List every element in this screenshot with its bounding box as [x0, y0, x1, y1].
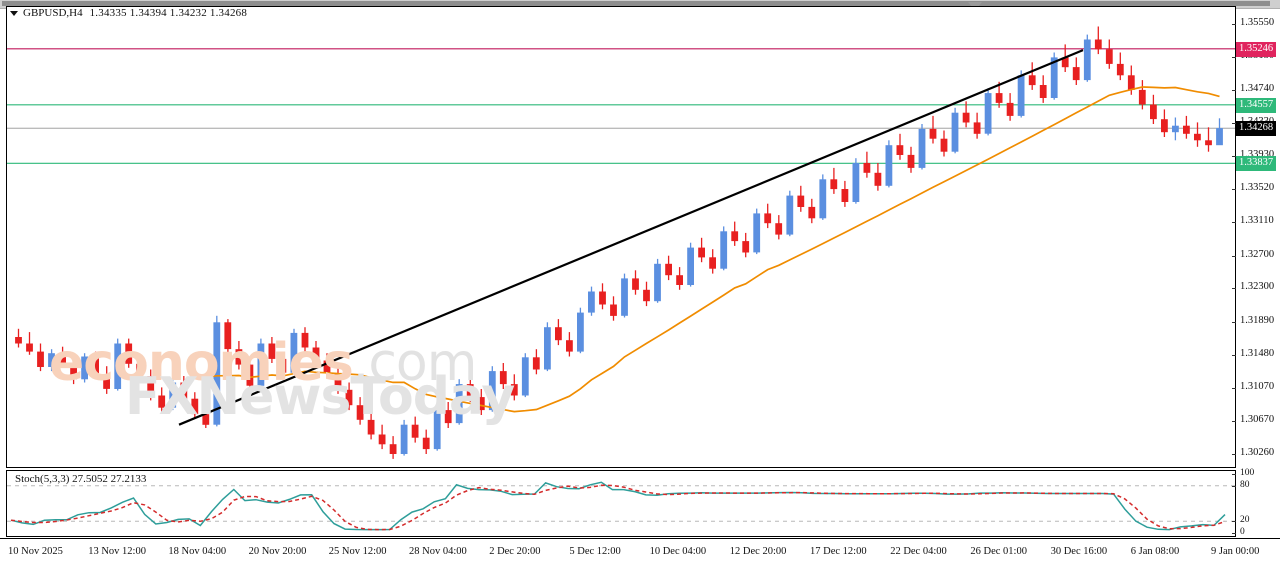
stochastic-axis-label: 0	[1240, 527, 1245, 537]
price-badge-green[interactable]: 1.34557	[1236, 97, 1277, 113]
price-axis-tick	[1232, 255, 1236, 257]
price-axis-tick	[1232, 89, 1236, 91]
time-axis-label: 10 Nov 2025	[8, 546, 63, 557]
time-axis-label: 26 Dec 01:00	[970, 546, 1027, 557]
stochastic-plot-area	[7, 471, 1235, 536]
price-axis-label: 1.30260	[1240, 446, 1275, 458]
stochastic-axis-tick	[1232, 485, 1236, 487]
time-axis-label: 13 Nov 12:00	[88, 546, 146, 557]
time-axis-label: 2 Dec 20:00	[489, 546, 541, 557]
symbol-quote-line: GBPUSD,H4 1.34335 1.34394 1.34232 1.34268	[10, 7, 247, 19]
price-badge-red[interactable]: 1.35246	[1236, 41, 1277, 57]
time-axis-label: 22 Dec 04:00	[890, 546, 947, 557]
caret-down-icon[interactable]	[10, 10, 18, 16]
price-axis-label: 1.34740	[1240, 82, 1275, 94]
price-badge-black[interactable]: 1.34268	[1236, 121, 1277, 137]
time-axis-label: 25 Nov 12:00	[328, 546, 387, 557]
ohlc-values: 1.34335 1.34394 1.34232 1.34268	[89, 7, 248, 19]
stochastic-label: Stoch(5,3,3) 27.5052 27.2133	[13, 473, 149, 485]
time-axis-label: 12 Dec 20:00	[729, 546, 787, 557]
price-axis-tick	[1232, 222, 1236, 224]
price-axis-label: 1.33520	[1240, 182, 1275, 194]
stochastic-svg	[7, 481, 1235, 531]
time-axis-label: 18 Nov 04:00	[168, 546, 227, 557]
price-axis-label: 1.31890	[1240, 314, 1275, 326]
time-axis-label: 10 Dec 04:00	[649, 546, 707, 557]
stochastic-axis-tick	[1232, 521, 1236, 523]
stochastic-axis[interactable]: 100 80 20 0	[1232, 468, 1280, 537]
price-axis-tick	[1232, 354, 1236, 356]
price-axis-label: 1.31070	[1240, 381, 1275, 393]
price-candlestick-svg	[7, 26, 1235, 459]
time-axis-label: 30 Dec 16:00	[1050, 546, 1108, 557]
price-axis-label: 1.32300	[1240, 281, 1275, 293]
price-axis-tick	[1232, 189, 1236, 191]
price-axis-label: 1.33110	[1240, 215, 1274, 227]
symbol-label: GBPUSD,H4	[23, 7, 83, 19]
stochastic-axis-label: 80	[1240, 479, 1250, 490]
price-badge-green[interactable]: 1.33837	[1236, 156, 1277, 172]
price-axis-tick	[1232, 420, 1236, 422]
price-axis-label: 1.30670	[1240, 413, 1275, 425]
stochastic-axis-tick	[1232, 533, 1236, 534]
price-axis-tick	[1232, 288, 1236, 290]
price-chart-pane[interactable]: economies.com FXNewsToday	[6, 6, 1236, 468]
price-axis-tick	[1232, 123, 1236, 125]
time-axis-label: 9 Jan 00:00	[1211, 546, 1260, 557]
stochastic-axis-label: 100	[1240, 468, 1255, 478]
stochastic-axis-tick	[1232, 474, 1236, 475]
time-axis-label: 5 Dec 12:00	[569, 546, 621, 557]
time-axis-label: 20 Nov 20:00	[248, 546, 307, 557]
stochastic-pane[interactable]: Stoch(5,3,3) 27.5052 27.2133	[6, 470, 1236, 537]
time-axis-label: 17 Dec 12:00	[810, 546, 867, 557]
price-axis-label: 1.31480	[1240, 347, 1275, 359]
price-axis-tick	[1232, 56, 1236, 58]
time-axis-label: 28 Nov 04:00	[409, 546, 467, 557]
price-axis-tick	[1232, 24, 1236, 26]
price-axis-tick	[1232, 155, 1236, 157]
price-plot-area	[7, 7, 1235, 467]
price-axis[interactable]: 1.355501.351501.347401.343301.339301.335…	[1232, 6, 1280, 468]
price-axis-tick	[1232, 453, 1236, 455]
time-axis-label: 6 Jan 08:00	[1130, 546, 1180, 557]
time-axis[interactable]: 10 Nov 2025 13 Nov 12:00 18 Nov 04:00 20 No…	[0, 538, 1280, 568]
price-axis-label: 1.32700	[1240, 248, 1275, 260]
price-axis-tick	[1232, 321, 1236, 323]
price-axis-label: 1.33930	[1240, 148, 1275, 160]
price-axis-label: 1.35550	[1240, 17, 1275, 29]
price-axis-tick	[1232, 388, 1236, 390]
stochastic-axis-label: 20	[1240, 515, 1250, 526]
scrollbar-thumb[interactable]	[2, 1, 1270, 6]
